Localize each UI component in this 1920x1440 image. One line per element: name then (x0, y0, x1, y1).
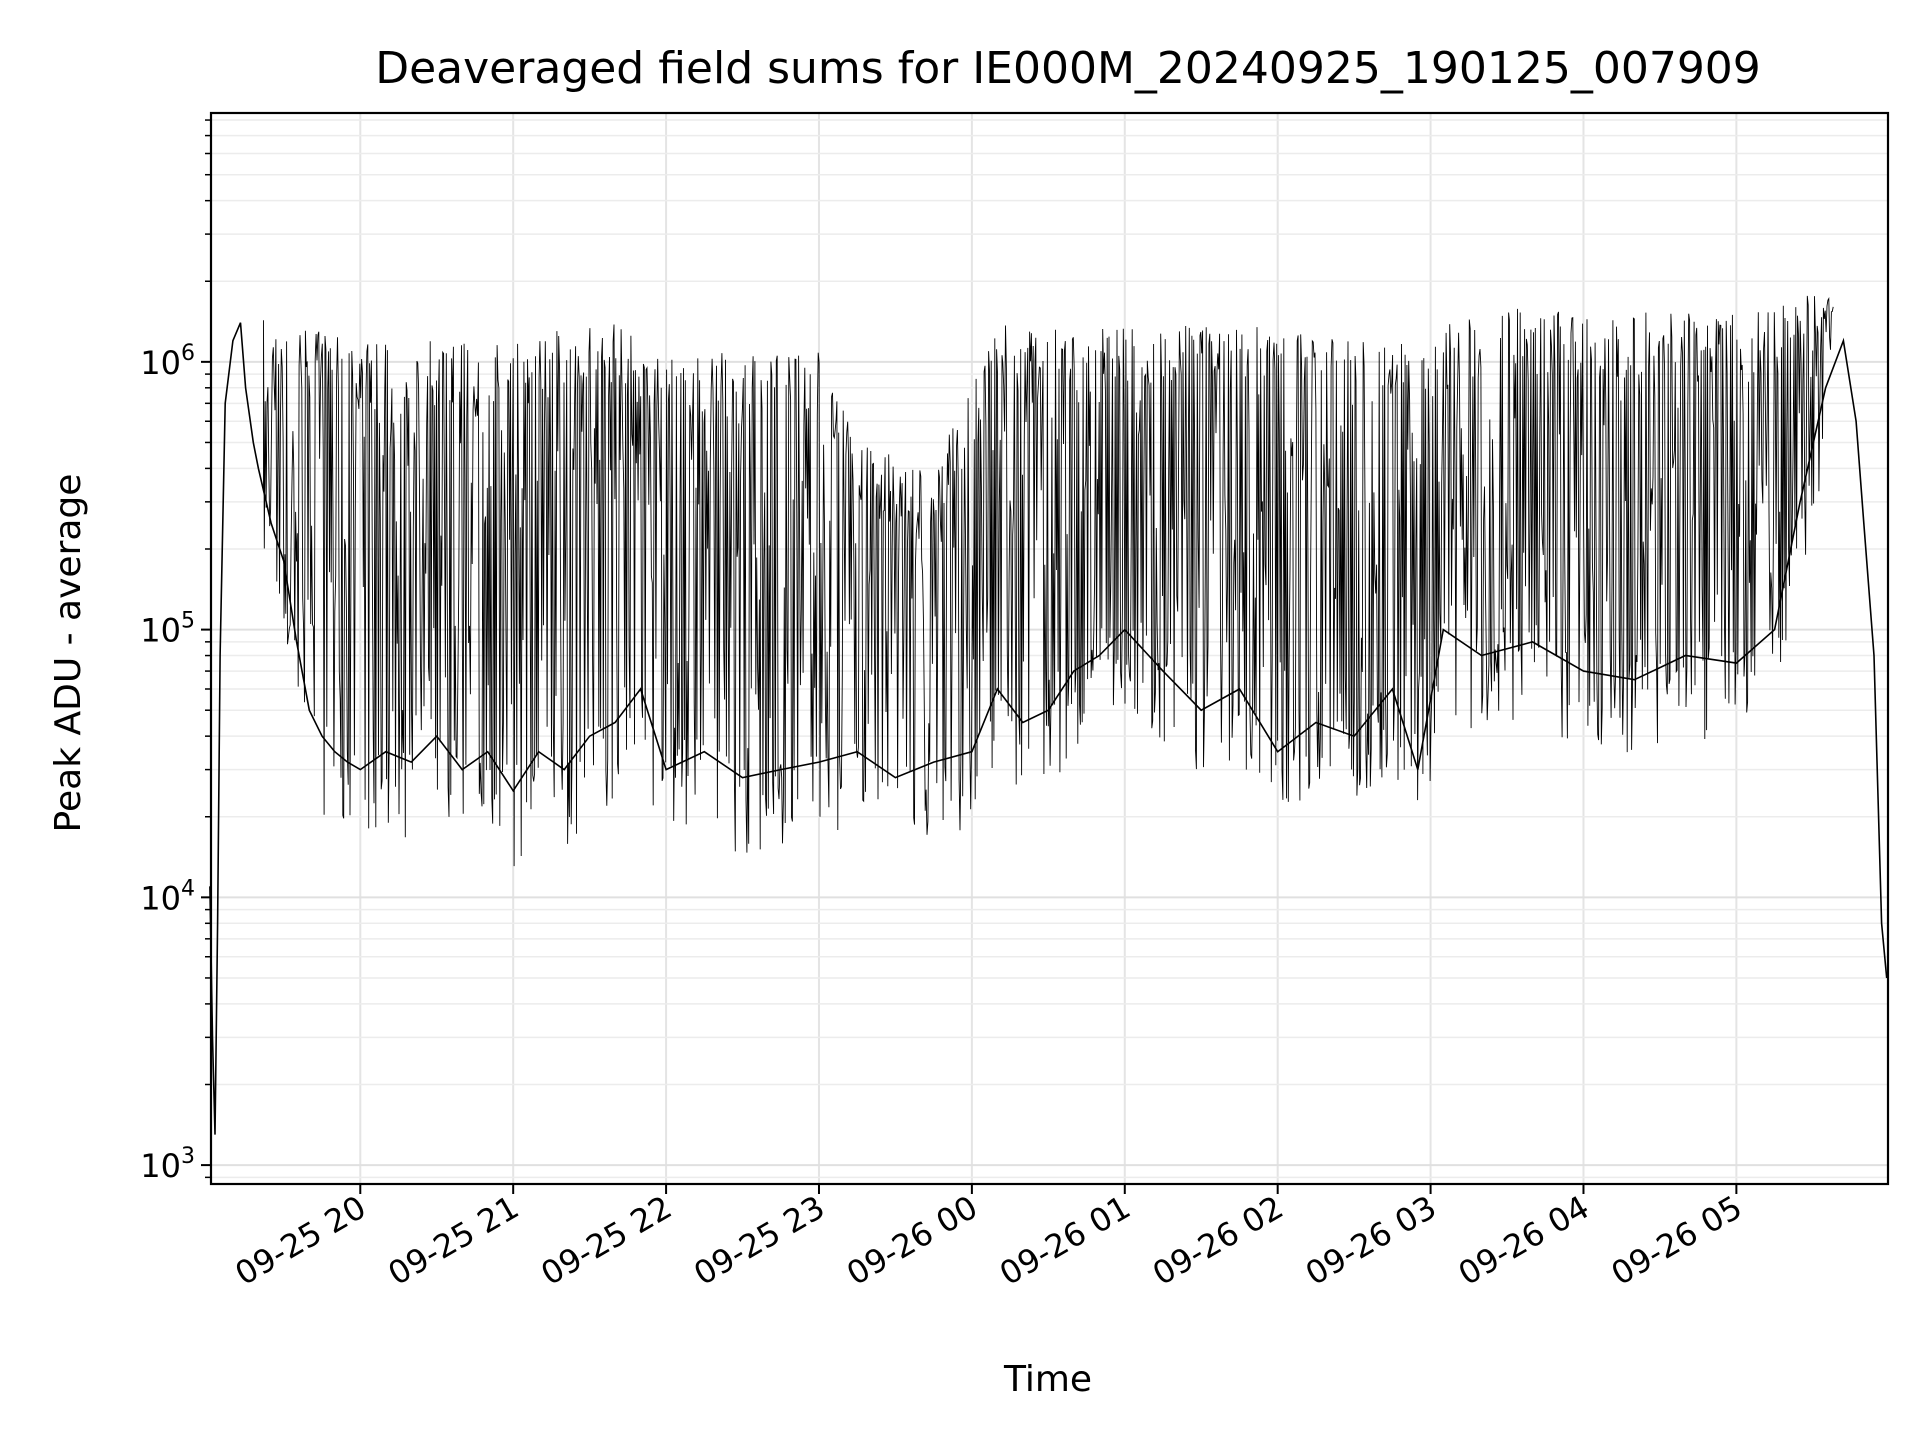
y-ticks: 103 104 105 106 (140, 119, 211, 1185)
y-axis-label: Peak ADU - average (48, 474, 89, 833)
y-tick-label: 104 (140, 876, 195, 917)
chart-title: Deaveraged field sums for IE000M_2024092… (375, 43, 1761, 94)
y-tick-label: 105 (140, 609, 195, 650)
plot-frame (209, 111, 1890, 1186)
series-baseline-line (209, 322, 1888, 1135)
series-group (209, 295, 1888, 1135)
x-axis-label: Time (1003, 1359, 1092, 1400)
y-tick-label: 106 (140, 341, 195, 382)
y-tick-label: 103 (140, 1144, 195, 1185)
series-spike-trace (263, 295, 1834, 867)
